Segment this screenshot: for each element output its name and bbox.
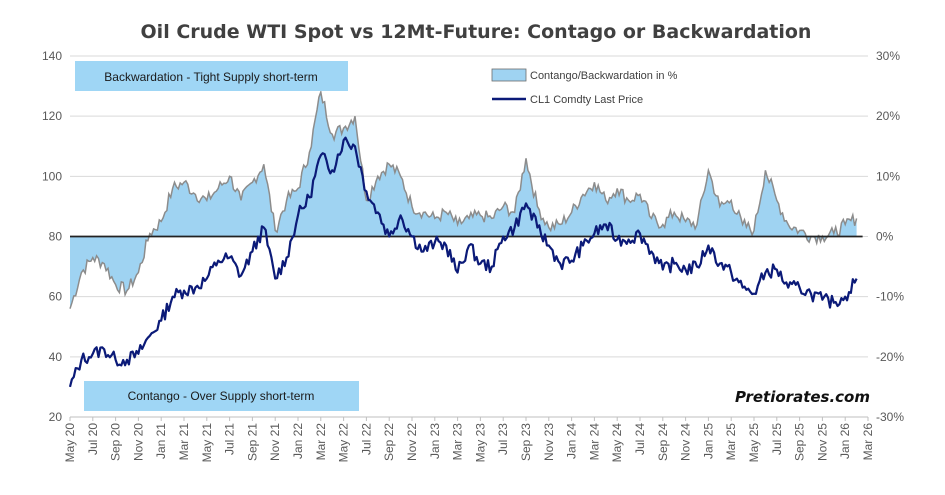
x-tick-label: Nov 20 [131, 423, 145, 461]
legend-swatch-spread [491, 68, 527, 82]
right-y-axis: -30% -20% -10% 0% 10% 20% 30% [876, 49, 904, 424]
x-tick-label: Jan 23 [428, 423, 442, 459]
x-tick-label: Jul 22 [359, 423, 373, 455]
x-tick-label: Mar 26 [861, 423, 875, 461]
legend-label-spread: Contango/Backwardation in % [530, 70, 678, 82]
x-tick-label: May 24 [610, 423, 624, 463]
x-tick-label: Jul 24 [633, 423, 647, 455]
contango-label: Contango - Over Supply short-term [128, 389, 315, 403]
brand-watermark: Pretiorates.com [735, 388, 870, 406]
right-tick-label: -20% [876, 350, 904, 364]
x-tick-label: Nov 22 [405, 423, 419, 461]
left-tick-label: 120 [42, 109, 62, 123]
right-tick-label: -30% [876, 410, 904, 424]
x-tick-label: Jul 23 [496, 423, 510, 455]
x-tick-label: May 20 [63, 423, 77, 463]
x-tick-label: Mar 22 [314, 423, 328, 461]
x-tick-label: Mar 25 [724, 423, 738, 461]
right-tick-label: 20% [876, 109, 900, 123]
left-tick-label: 80 [49, 230, 63, 244]
spread-line [69, 89, 858, 309]
left-tick-label: 100 [42, 169, 62, 183]
right-tick-label: -10% [876, 290, 904, 304]
x-tick-label: Jan 24 [565, 423, 579, 459]
left-tick-label: 40 [49, 350, 63, 364]
x-tick-label: Jul 20 [86, 423, 100, 455]
x-tick-label: May 22 [337, 423, 351, 463]
x-tick-label: Jan 26 [838, 423, 852, 459]
right-tick-label: 10% [876, 169, 900, 183]
x-tick-label: Sep 22 [382, 423, 396, 461]
x-tick-label: Sep 24 [656, 423, 670, 461]
x-tick-label: Jan 21 [154, 423, 168, 459]
left-tick-label: 60 [49, 290, 63, 304]
x-tick-label: Sep 23 [519, 423, 533, 461]
left-tick-label: 20 [49, 410, 63, 424]
right-tick-label: 30% [876, 49, 900, 63]
x-tick-label: Mar 23 [451, 423, 465, 461]
x-tick-label: Mar 21 [177, 423, 191, 461]
x-tick-label: Jan 25 [701, 423, 715, 459]
right-tick-label: 0% [876, 230, 894, 244]
x-tick-label: Sep 21 [245, 423, 259, 461]
x-tick-label: May 23 [473, 423, 487, 463]
left-tick-label: 140 [42, 49, 62, 63]
x-tick-label: Sep 25 [793, 423, 807, 461]
x-tick-label: Nov 21 [268, 423, 282, 461]
x-tick-label: Jul 25 [770, 423, 784, 455]
price-line [68, 136, 858, 388]
x-tick-label: Mar 24 [587, 423, 601, 461]
x-tick-label: May 25 [747, 423, 761, 463]
x-tick-label: Jan 22 [291, 423, 305, 459]
x-tick-label: Nov 23 [542, 423, 556, 461]
backwardation-label: Backwardation - Tight Supply short-term [104, 70, 317, 84]
legend-label-price: CL1 Comdty Last Price [530, 94, 643, 106]
legend: Contango/Backwardation in % CL1 Comdty L… [491, 68, 678, 106]
series-layer [68, 89, 863, 388]
spread-area [70, 92, 857, 309]
x-tick-label: Nov 25 [815, 423, 829, 461]
x-axis: May 20 Jul 20 Sep 20 Nov 20 Jan 21 Mar 21 May … [63, 416, 875, 463]
x-tick-label: Jul 21 [223, 423, 237, 455]
x-tick-label: Nov 24 [679, 423, 693, 461]
contango-box [84, 381, 359, 411]
chart-title: Oil Crude WTI Spot vs 12Mt-Future: Conta… [141, 21, 812, 43]
left-y-axis: 20 40 60 80 100 120 140 [42, 49, 62, 424]
x-tick-label: May 21 [200, 423, 214, 463]
backwardation-box [75, 61, 348, 91]
x-tick-label: Sep 20 [109, 423, 123, 461]
